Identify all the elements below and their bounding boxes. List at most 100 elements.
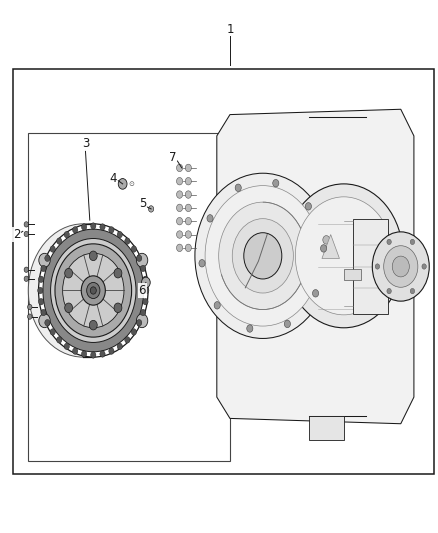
Circle shape (247, 325, 253, 332)
Circle shape (199, 260, 205, 267)
Text: 7: 7 (169, 151, 177, 164)
Circle shape (65, 303, 73, 312)
Circle shape (118, 179, 127, 189)
Circle shape (372, 232, 429, 301)
Circle shape (41, 265, 46, 272)
Text: 3: 3 (82, 138, 89, 150)
Circle shape (141, 277, 150, 288)
Circle shape (28, 304, 32, 310)
Circle shape (143, 298, 148, 305)
Polygon shape (322, 235, 339, 259)
Circle shape (148, 206, 154, 212)
Circle shape (422, 264, 426, 269)
Circle shape (43, 229, 144, 352)
Circle shape (39, 253, 50, 267)
Text: 2: 2 (13, 228, 21, 241)
Circle shape (177, 217, 183, 225)
Circle shape (57, 238, 62, 244)
Circle shape (41, 309, 46, 316)
Circle shape (87, 282, 100, 298)
Circle shape (387, 288, 391, 294)
Circle shape (177, 204, 183, 212)
Circle shape (387, 239, 391, 245)
Circle shape (63, 253, 124, 328)
Circle shape (375, 264, 380, 269)
Circle shape (90, 287, 96, 294)
Circle shape (50, 329, 55, 335)
Circle shape (214, 302, 220, 309)
Circle shape (45, 319, 50, 326)
Circle shape (185, 204, 191, 212)
Circle shape (114, 269, 122, 278)
Circle shape (244, 233, 282, 279)
Circle shape (185, 191, 191, 198)
Circle shape (131, 246, 137, 252)
Circle shape (81, 276, 105, 305)
Circle shape (185, 164, 191, 172)
Circle shape (65, 268, 73, 278)
Circle shape (305, 203, 311, 210)
Polygon shape (217, 109, 414, 424)
Circle shape (109, 348, 114, 354)
Circle shape (185, 217, 191, 225)
Ellipse shape (78, 280, 88, 301)
Circle shape (207, 215, 213, 222)
Circle shape (125, 337, 130, 343)
Circle shape (285, 184, 403, 328)
Circle shape (144, 287, 149, 294)
Circle shape (273, 180, 279, 187)
Circle shape (55, 244, 131, 337)
Bar (13, 69, 434, 474)
Circle shape (64, 343, 69, 350)
Circle shape (185, 244, 191, 252)
Circle shape (91, 352, 96, 358)
Circle shape (131, 329, 137, 335)
Circle shape (24, 222, 28, 227)
Circle shape (384, 246, 418, 287)
Circle shape (141, 265, 146, 272)
Circle shape (28, 224, 138, 357)
Circle shape (39, 276, 44, 282)
Circle shape (284, 320, 290, 328)
Circle shape (137, 319, 142, 326)
Circle shape (57, 337, 62, 343)
Circle shape (114, 303, 122, 312)
Circle shape (321, 245, 327, 252)
Circle shape (39, 224, 148, 357)
Circle shape (39, 298, 44, 305)
Circle shape (28, 314, 32, 319)
Circle shape (24, 276, 28, 281)
Circle shape (392, 256, 409, 277)
Circle shape (100, 224, 105, 230)
Text: 5: 5 (139, 197, 146, 210)
Circle shape (143, 276, 148, 282)
Circle shape (64, 231, 70, 238)
Circle shape (50, 246, 55, 252)
Circle shape (136, 314, 148, 328)
Circle shape (73, 227, 78, 233)
Circle shape (185, 177, 191, 185)
Circle shape (50, 239, 136, 342)
Circle shape (39, 314, 50, 328)
Text: 4: 4 (109, 172, 117, 185)
Circle shape (295, 197, 392, 315)
Circle shape (219, 202, 307, 310)
Circle shape (81, 351, 87, 357)
Circle shape (38, 287, 43, 294)
Circle shape (235, 184, 241, 191)
Circle shape (117, 231, 123, 238)
Circle shape (137, 255, 142, 261)
Circle shape (24, 267, 28, 272)
Circle shape (177, 231, 183, 238)
Text: 1: 1 (226, 23, 234, 36)
Circle shape (91, 223, 96, 229)
Bar (353, 219, 388, 314)
Circle shape (141, 309, 146, 316)
Circle shape (177, 191, 183, 198)
Circle shape (205, 185, 321, 326)
Circle shape (410, 288, 415, 294)
Circle shape (195, 173, 331, 338)
Bar (28, 133, 230, 461)
Text: 6: 6 (138, 284, 146, 297)
Circle shape (232, 219, 293, 293)
